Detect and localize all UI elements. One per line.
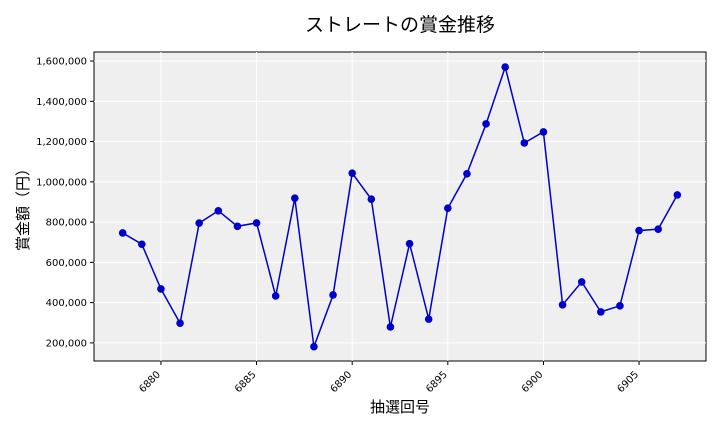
data-point	[271, 292, 280, 300]
data-point	[138, 240, 146, 249]
data-point	[635, 226, 643, 235]
data-point	[157, 285, 165, 293]
data-point	[597, 308, 605, 316]
x-tick-label: 6900	[520, 369, 546, 395]
data-point	[405, 239, 414, 248]
series-layer	[118, 63, 682, 351]
plot-area	[93, 51, 707, 362]
data-point	[348, 169, 356, 177]
y-axis-label: 賞金額（円）	[14, 161, 32, 251]
data-point	[463, 169, 471, 178]
data-point	[520, 139, 529, 147]
data-point	[577, 278, 586, 286]
data-point	[291, 194, 299, 202]
y-tick-label: 1,600,000	[36, 57, 87, 68]
y-tick-label: 1,200,000	[36, 137, 87, 148]
y-tick-label: 800,000	[46, 218, 87, 229]
data-point	[233, 222, 242, 231]
data-point	[176, 319, 184, 327]
y-tick-label: 1,000,000	[36, 177, 87, 188]
data-point	[195, 219, 203, 227]
x-axis-ticks: 6880 6885 6890 6895 6900 6905	[137, 361, 641, 395]
y-axis-ticks: 200,000 400,000 600,000 800,000 1,000,000 1,2…	[36, 57, 94, 349]
x-tick-label: 6895	[424, 369, 450, 395]
data-point	[444, 204, 452, 213]
data-point	[386, 323, 395, 331]
y-tick-label: 1,400,000	[36, 97, 87, 108]
data-point	[252, 219, 261, 227]
data-point	[558, 301, 567, 309]
data-point	[482, 120, 490, 128]
data-point	[673, 191, 682, 199]
y-tick-label: 600,000	[46, 258, 87, 269]
data-point	[654, 225, 662, 233]
x-tick-label: 6905	[615, 369, 641, 395]
y-tick-label: 400,000	[46, 298, 87, 309]
data-point	[310, 342, 318, 351]
x-tick-label: 6880	[137, 369, 163, 395]
x-axis-label: 抽選回号	[370, 398, 430, 416]
data-point	[424, 315, 433, 323]
data-point	[214, 207, 223, 215]
data-point	[329, 291, 337, 299]
x-tick-label: 6885	[233, 369, 259, 395]
data-point	[539, 128, 548, 136]
chart-title: ストレートの賞金推移	[305, 14, 495, 36]
data-point	[501, 63, 509, 71]
data-point	[616, 302, 624, 310]
x-tick-label: 6890	[329, 369, 355, 395]
data-point	[367, 195, 376, 203]
data-point	[118, 229, 127, 237]
y-tick-label: 200,000	[46, 338, 87, 349]
gridlines	[94, 52, 706, 361]
